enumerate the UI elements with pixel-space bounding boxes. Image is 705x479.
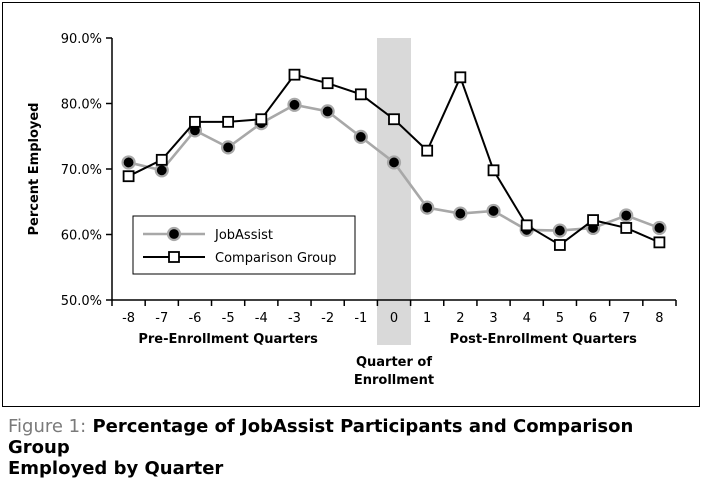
- data-point-comparison-group: [553, 239, 566, 251]
- legend-box: [132, 215, 356, 275]
- data-point-comparison-group: [122, 170, 135, 183]
- x-tick-label: -2: [321, 311, 334, 326]
- data-point-comparison-group: [454, 71, 467, 84]
- enrollment-quarter-band: [377, 38, 411, 345]
- data-point-jobassist: [619, 208, 634, 223]
- data-point-comparison-group: [520, 219, 533, 232]
- x-tick-label: 4: [523, 311, 531, 326]
- data-point-jobassist: [221, 140, 236, 155]
- x-tick-label: 6: [589, 311, 597, 326]
- data-point-jobassist: [320, 104, 335, 119]
- data-point-jobassist: [287, 97, 302, 112]
- y-tick-label: 80.0%: [61, 98, 102, 113]
- data-point-comparison-group: [189, 115, 201, 128]
- data-point-jobassist: [121, 155, 136, 170]
- x-tick-label: -1: [354, 311, 367, 326]
- x-tick-label: -7: [155, 311, 168, 326]
- data-point-jobassist: [154, 163, 169, 178]
- figure-caption: Figure 1: Percentage of JobAssist Partic…: [8, 416, 698, 479]
- x-tick-label: -4: [255, 311, 268, 326]
- data-point-comparison-group: [487, 164, 500, 177]
- data-point-comparison-group: [222, 115, 235, 128]
- x-tick-label: 8: [655, 311, 663, 326]
- caption-line2: Employed by Quarter: [8, 458, 224, 479]
- y-tick-label: 60.0%: [61, 229, 102, 244]
- enrollment-label-line1: Quarter of: [356, 355, 432, 370]
- data-point-jobassist: [652, 220, 667, 236]
- post-enrollment-label: Post-Enrollment Quarters: [450, 332, 637, 347]
- x-tick-label: -3: [288, 311, 301, 326]
- pre-enrollment-label: Pre-Enrollment Quarters: [138, 332, 318, 347]
- y-tick-label: 70.0%: [61, 163, 102, 178]
- data-point-comparison-group: [354, 88, 367, 101]
- x-tick-label: 0: [390, 311, 398, 326]
- data-point-jobassist: [353, 129, 368, 145]
- data-point-jobassist: [453, 206, 468, 221]
- legend-label-comparison-group: Comparison Group: [215, 251, 337, 266]
- data-point-comparison-group: [587, 214, 599, 226]
- y-tick-label: 90.0%: [61, 32, 102, 47]
- data-point-comparison-group: [155, 153, 168, 166]
- caption-line1: Percentage of JobAssist Participants and…: [8, 416, 634, 458]
- x-tick-label: 5: [556, 311, 564, 326]
- data-point-comparison-group: [288, 68, 301, 81]
- x-tick-label: -8: [122, 311, 135, 326]
- data-point-comparison-group: [321, 77, 334, 90]
- x-tick-label: -6: [188, 311, 201, 326]
- x-tick-label: -5: [222, 311, 235, 326]
- data-point-jobassist: [386, 155, 402, 170]
- x-tick-label: 7: [622, 311, 630, 326]
- x-tick-label: 3: [489, 311, 497, 326]
- data-point-comparison-group: [255, 113, 268, 126]
- y-axis-title: Percent Employed: [27, 103, 42, 236]
- figure-frame: [2, 2, 700, 407]
- caption-prefix: Figure 1:: [8, 416, 87, 437]
- data-point-comparison-group: [653, 236, 666, 249]
- data-point-comparison-group: [620, 222, 633, 234]
- x-tick-label: 2: [456, 311, 464, 326]
- data-point-jobassist: [486, 203, 501, 219]
- data-point-jobassist: [420, 200, 435, 215]
- x-tick-label: 1: [423, 311, 431, 326]
- series-comparison-group: [122, 68, 666, 251]
- data-point-comparison-group: [421, 144, 434, 157]
- enrollment-label-line2: Enrollment: [354, 373, 434, 388]
- legend-label-jobassist: JobAssist: [214, 228, 273, 243]
- data-point-comparison-group: [388, 113, 400, 126]
- y-tick-label: 50.0%: [61, 294, 102, 309]
- legend-marker-comparison-group: [168, 251, 180, 263]
- legend-marker-jobassist: [166, 226, 182, 242]
- data-point-jobassist: [552, 223, 567, 238]
- line-chart: 50.0% 60.0% 70.0% 80.0% 90.0% -8 -7 -6 -5 -4 -3 -2 -…: [27, 32, 677, 388]
